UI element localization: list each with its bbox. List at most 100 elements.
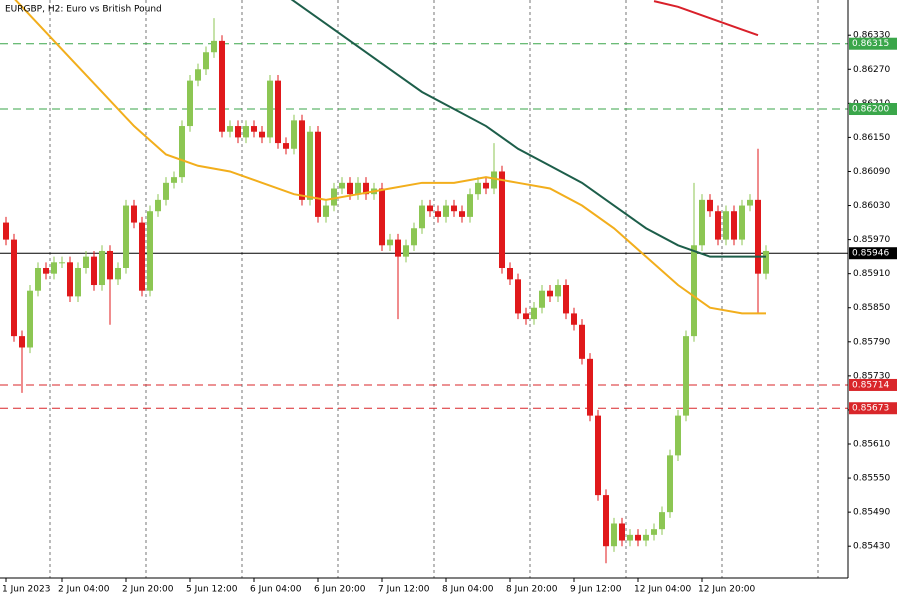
candle-body bbox=[459, 211, 465, 217]
candle-body bbox=[219, 40, 225, 132]
candle-body bbox=[267, 80, 273, 138]
candle-body bbox=[491, 171, 497, 189]
chart-title: EURGBP, H2: Euro vs British Pound bbox=[5, 5, 162, 15]
x-tick-label: 1 Jun 2023 bbox=[2, 585, 50, 595]
candle-body bbox=[683, 336, 689, 416]
candle-body bbox=[603, 495, 609, 547]
candle-body bbox=[443, 205, 449, 217]
candle-body bbox=[315, 131, 321, 217]
moving-average-line bbox=[653, 0, 759, 37]
y-tick-label: 0.86150 bbox=[853, 133, 890, 143]
candle-body bbox=[531, 307, 537, 320]
y-tick-label: 0.86330 bbox=[853, 31, 890, 41]
candle-body bbox=[483, 182, 489, 189]
y-tick-label: 0.85970 bbox=[853, 235, 890, 245]
candle-body bbox=[139, 222, 145, 291]
candle-body bbox=[499, 171, 505, 268]
candle-body bbox=[707, 199, 713, 212]
candle-body bbox=[635, 534, 641, 541]
candle-body bbox=[675, 415, 681, 456]
candle-body bbox=[203, 52, 209, 70]
x-tick-label: 12 Jun 20:00 bbox=[698, 585, 755, 595]
candle-body bbox=[467, 194, 473, 217]
candle-body bbox=[235, 126, 241, 138]
candle-body bbox=[427, 205, 433, 212]
y-tick-label: 0.85610 bbox=[853, 440, 890, 450]
candle-body bbox=[123, 205, 129, 268]
candle-body bbox=[323, 205, 329, 217]
candle-body bbox=[387, 239, 393, 246]
candle-body bbox=[539, 290, 545, 308]
candle-body bbox=[355, 182, 361, 195]
candle-body bbox=[475, 182, 481, 195]
candle-body bbox=[547, 290, 553, 297]
candle-body bbox=[755, 199, 761, 274]
price-level-tag bbox=[849, 402, 897, 415]
candle-body bbox=[611, 523, 617, 547]
moving-average-line bbox=[290, 0, 766, 258]
candle-body bbox=[619, 523, 625, 541]
candle-body bbox=[731, 211, 737, 240]
candle-body bbox=[747, 199, 753, 206]
candle-body bbox=[347, 182, 353, 195]
candle-body bbox=[331, 188, 337, 206]
candle-body bbox=[195, 69, 201, 81]
candle-body bbox=[11, 239, 17, 337]
price-level-tag bbox=[849, 378, 897, 391]
price-level-tag bbox=[849, 103, 897, 116]
y-tick-label: 0.86270 bbox=[853, 65, 890, 75]
candle-body bbox=[555, 285, 561, 297]
candle-body bbox=[595, 415, 601, 496]
x-tick-label: 5 Jun 12:00 bbox=[186, 585, 238, 595]
candle-body bbox=[187, 80, 193, 127]
candle-body bbox=[715, 211, 721, 240]
candle-body bbox=[243, 126, 249, 138]
candle-body bbox=[83, 256, 89, 268]
candle-body bbox=[131, 205, 137, 223]
y-tick-label: 0.85490 bbox=[853, 508, 890, 518]
candle-body bbox=[419, 205, 425, 229]
candle-body bbox=[291, 120, 297, 149]
moving-average-line bbox=[14, 0, 766, 315]
candle-body bbox=[91, 256, 97, 286]
x-tick-label: 9 Jun 12:00 bbox=[570, 585, 622, 595]
x-tick-label: 12 Jun 04:00 bbox=[634, 585, 691, 595]
x-tick-label: 2 Jun 20:00 bbox=[122, 585, 174, 595]
candle-body bbox=[379, 188, 385, 246]
candle-body bbox=[723, 211, 729, 240]
candle-body bbox=[67, 262, 73, 297]
price-level-tag bbox=[849, 37, 897, 50]
candle-body bbox=[403, 245, 409, 257]
candle-body bbox=[147, 211, 153, 291]
candle-body bbox=[763, 250, 769, 274]
candle-body bbox=[339, 182, 345, 189]
x-tick-label: 6 Jun 20:00 bbox=[314, 585, 366, 595]
candle-body bbox=[35, 267, 41, 291]
candle-body bbox=[659, 512, 665, 530]
candle-body bbox=[75, 267, 81, 297]
x-tick-label: 6 Jun 04:00 bbox=[250, 585, 302, 595]
y-tick-label: 0.85850 bbox=[853, 303, 890, 313]
candle-body bbox=[299, 120, 305, 200]
candle-body bbox=[507, 267, 513, 280]
grid bbox=[49, 0, 819, 578]
candle-body bbox=[163, 182, 169, 200]
candle-body bbox=[211, 40, 217, 53]
candle-body bbox=[179, 126, 185, 178]
candle-body bbox=[691, 245, 697, 337]
candle-body bbox=[667, 455, 673, 513]
candle-body bbox=[51, 262, 57, 274]
candle-body bbox=[515, 279, 521, 314]
plot-area bbox=[0, 0, 848, 564]
labels: 0.863300.862700.862100.861500.860900.860… bbox=[2, 31, 897, 595]
price-level-label: 0.85946 bbox=[852, 249, 889, 259]
candle-body bbox=[435, 211, 441, 217]
candle-body bbox=[27, 290, 33, 348]
price-level-label: 0.85714 bbox=[852, 380, 889, 390]
candle-body bbox=[307, 131, 313, 200]
price-level-label: 0.86200 bbox=[852, 105, 889, 115]
candle-body bbox=[563, 285, 569, 314]
candle-body bbox=[643, 534, 649, 541]
